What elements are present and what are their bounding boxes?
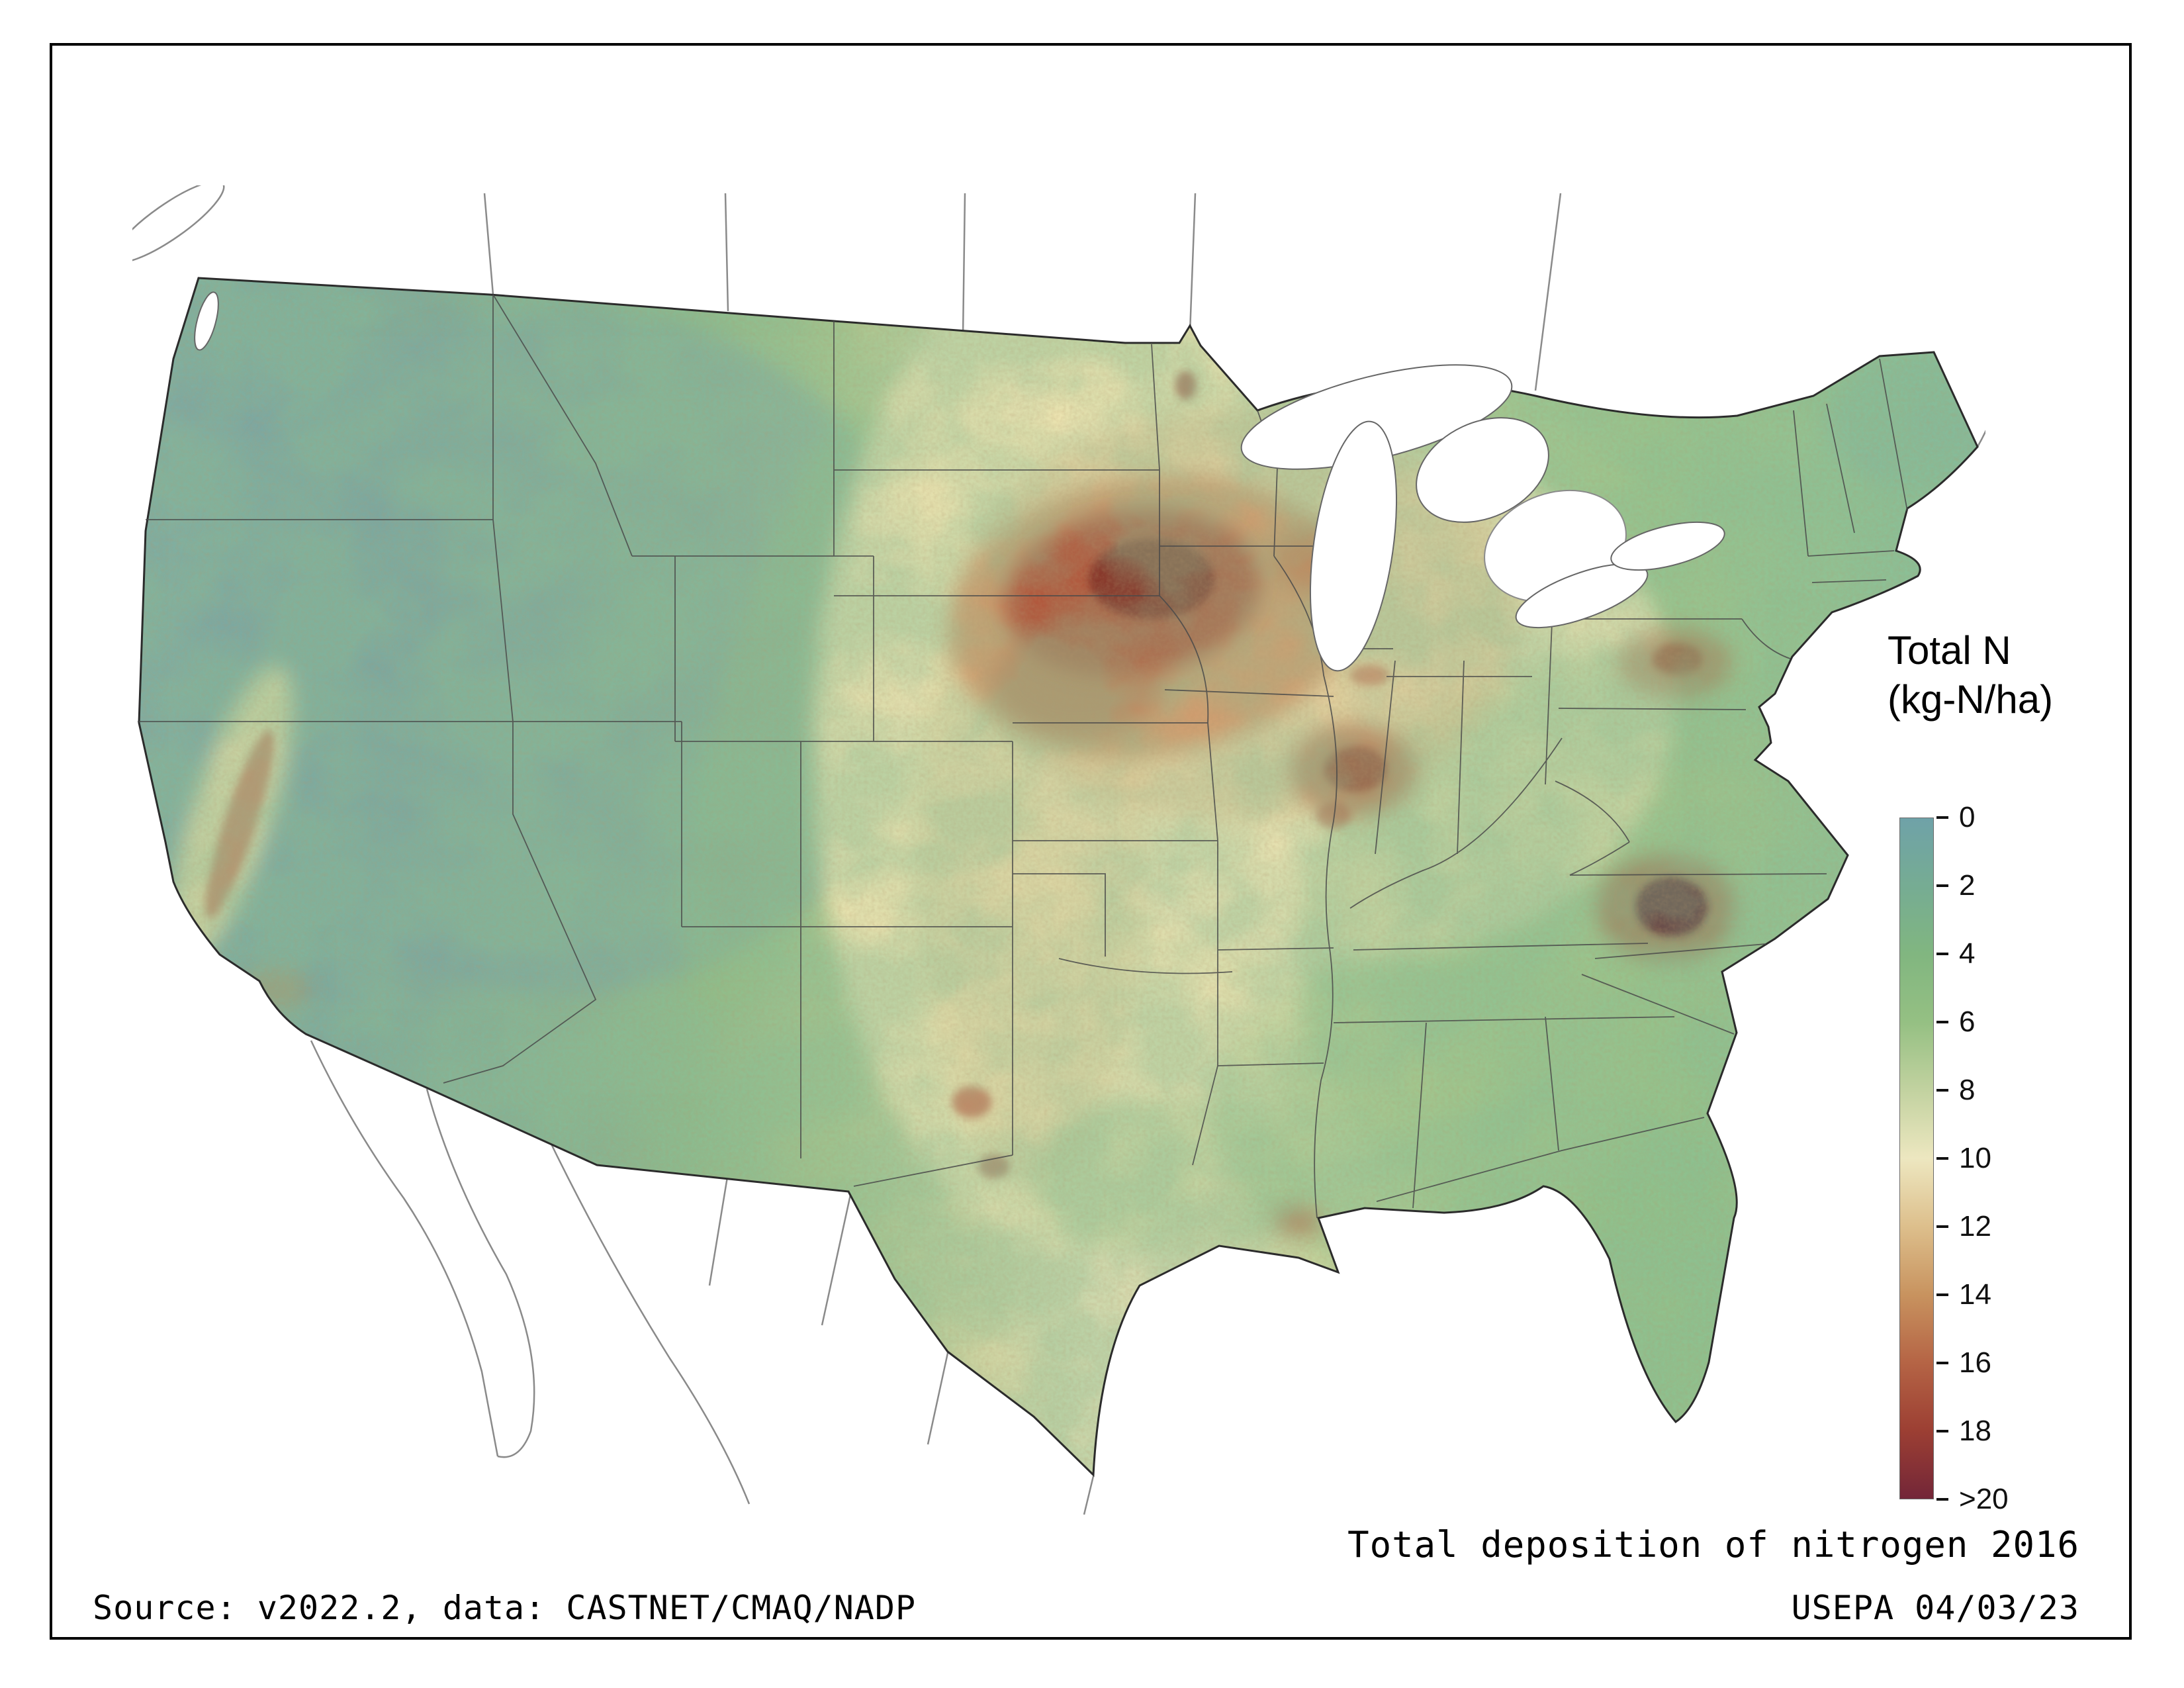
- tick-label: 12: [1959, 1210, 1991, 1243]
- grain-texture: [139, 278, 1978, 1475]
- colorbar-tick: 18: [1936, 1415, 1991, 1448]
- colorbar-gradient: [1899, 818, 1934, 1499]
- lake-erie: [1515, 563, 1649, 629]
- source-note: Source: v2022.2, data: CASTNET/CMAQ/NADP: [93, 1589, 917, 1627]
- mexico-boundaries: [310, 1040, 1095, 1515]
- deposition-raster: [139, 278, 1978, 1475]
- canada-boundaries: [132, 185, 1985, 447]
- colorbar-tick: >20: [1936, 1483, 2009, 1516]
- map-title: Total deposition of nitrogen 2016: [1347, 1524, 2079, 1566]
- colorbar-tick: 8: [1936, 1074, 1975, 1107]
- agency-date: USEPA 04/03/23: [1791, 1589, 2079, 1627]
- tick-mark: [1936, 1362, 1948, 1364]
- colorbar-tick: 2: [1936, 869, 1975, 902]
- tick-label: 4: [1959, 937, 1976, 970]
- nitrogen-deposition-map: [132, 185, 1985, 1515]
- vancouver-island: [132, 185, 225, 263]
- tick-mark: [1936, 816, 1948, 819]
- colorbar-tick: 0: [1936, 801, 1975, 834]
- colorbar-tick: 10: [1936, 1142, 1991, 1175]
- tick-mark: [1936, 1021, 1948, 1023]
- tick-label: 10: [1959, 1142, 1991, 1174]
- tick-mark: [1936, 1089, 1948, 1092]
- tick-label: 8: [1959, 1074, 1976, 1106]
- lake-ontario: [1610, 521, 1725, 571]
- lake-michigan: [1309, 420, 1398, 672]
- legend: Total N (kg-N/ha) 0 2 4 6 8 10 12 14 16 18 >20: [1888, 629, 2179, 1569]
- tick-label: >20: [1959, 1483, 2009, 1515]
- colorbar-tick: 4: [1936, 937, 1975, 970]
- tick-label: 16: [1959, 1346, 1991, 1379]
- tick-mark: [1936, 884, 1948, 887]
- tick-mark: [1936, 1293, 1948, 1296]
- tick-label: 18: [1959, 1415, 1991, 1447]
- tick-mark: [1936, 1225, 1948, 1228]
- tick-mark: [1936, 1157, 1948, 1160]
- tick-label: 0: [1959, 801, 1976, 833]
- tick-label: 6: [1959, 1006, 1976, 1038]
- colorbar: 0 2 4 6 8 10 12 14 16 18 >20: [1899, 801, 2098, 1515]
- legend-title: Total N: [1888, 628, 2011, 673]
- tick-mark: [1936, 953, 1948, 955]
- tick-label: 2: [1959, 869, 1976, 902]
- great-lakes: [194, 291, 1725, 672]
- figure-border: [50, 43, 2132, 1640]
- tick-mark: [1936, 1498, 1948, 1501]
- tick-label: 14: [1959, 1278, 1991, 1311]
- tick-mark: [1936, 1430, 1948, 1432]
- state-borders: [138, 294, 1908, 1219]
- colorbar-tick: 14: [1936, 1278, 1991, 1311]
- puget-sound: [194, 291, 219, 351]
- colorbar-tick: 12: [1936, 1210, 1991, 1243]
- legend-units: (kg-N/ha): [1888, 677, 2054, 722]
- colorbar-tick: 16: [1936, 1346, 1991, 1380]
- colorbar-tick: 6: [1936, 1006, 1975, 1039]
- lake-huron: [1416, 417, 1549, 523]
